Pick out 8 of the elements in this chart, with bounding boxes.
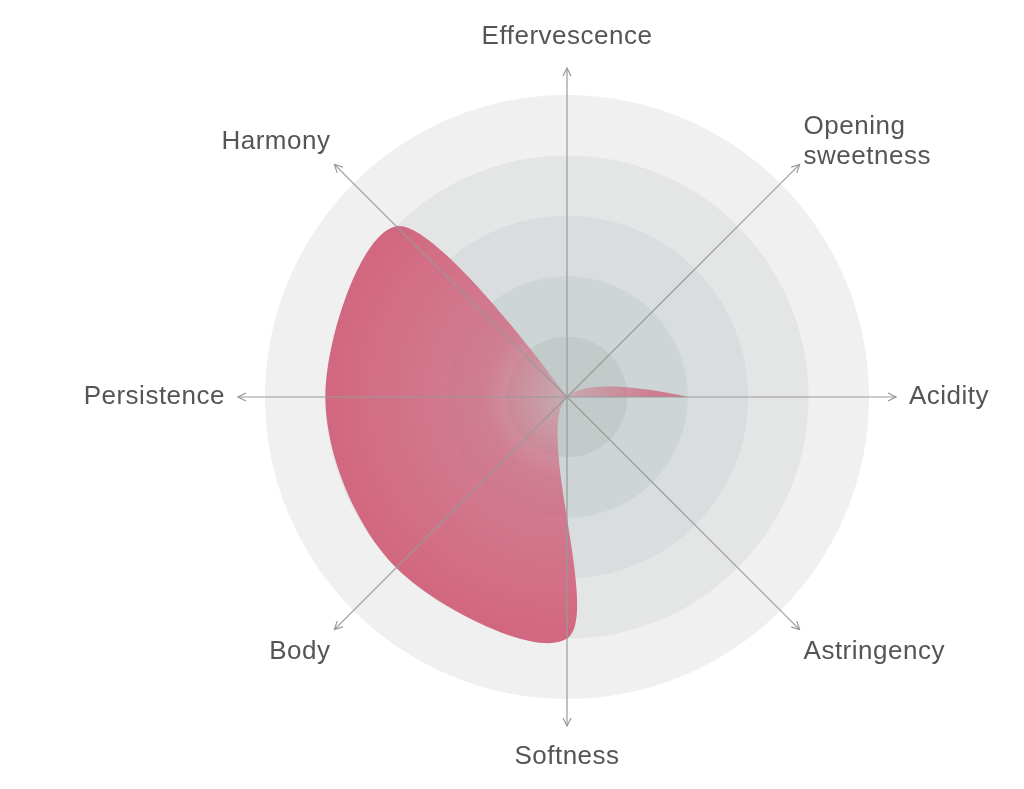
spoke-label: Harmony xyxy=(221,125,331,156)
spoke-label: Astringency xyxy=(803,634,945,665)
spoke-label: Persistence xyxy=(83,379,225,410)
spoke-label: Effervescence xyxy=(481,19,653,50)
spoke-label: Softness xyxy=(514,739,620,770)
spoke-label: Body xyxy=(269,634,331,665)
spoke-label: Opening sweetness xyxy=(803,110,931,171)
spoke-label: Acidity xyxy=(909,379,990,410)
